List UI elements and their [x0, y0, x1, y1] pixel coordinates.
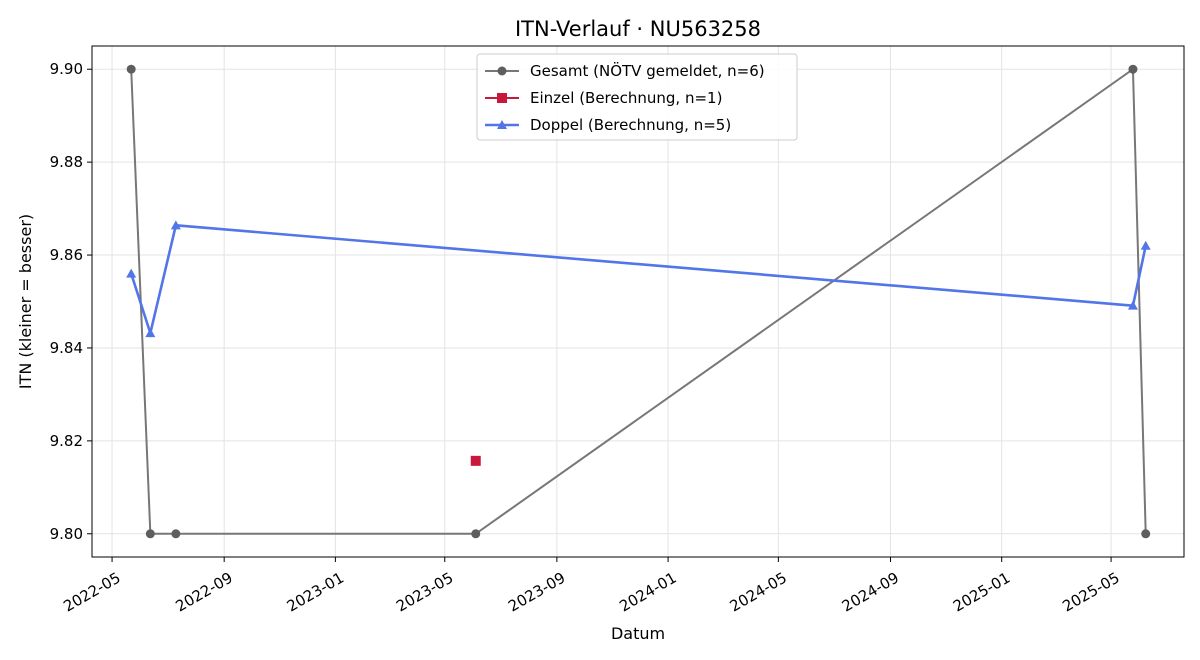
y-tick-label: 9.88 [50, 153, 83, 171]
data-point [126, 64, 136, 74]
data-point [471, 529, 481, 539]
legend-item: Doppel (Berechnung, n=5) [485, 116, 731, 134]
legend-label: Einzel (Berechnung, n=1) [530, 89, 722, 107]
y-tick-label: 9.90 [50, 60, 83, 78]
y-tick-label: 9.84 [50, 339, 83, 357]
legend-item: Gesamt (NÖTV gemeldet, n=6) [485, 61, 765, 80]
series-1 [126, 64, 1151, 539]
data-point [1141, 529, 1151, 539]
grid [92, 46, 1184, 557]
y-tick-label: 9.80 [50, 525, 83, 543]
x-axis-title: Datum [611, 624, 665, 643]
legend-box [476, 53, 798, 141]
series-layer [126, 64, 1151, 539]
data-point [470, 455, 481, 466]
legend: Gesamt (NÖTV gemeldet, n=6) Einzel (Berec… [476, 53, 798, 141]
data-point [126, 268, 137, 278]
legend-label: Gesamt (NÖTV gemeldet, n=6) [530, 61, 765, 80]
legend-item: Einzel (Berechnung, n=1) [485, 89, 722, 107]
y-tick-label: 9.82 [50, 432, 83, 450]
data-point [145, 328, 156, 338]
y-tick-label: 9.86 [50, 246, 83, 264]
y-axis-title: ITN (kleiner = besser) [16, 214, 35, 389]
legend-marker [497, 66, 507, 76]
chart-title: ITN-Verlauf · NU563258 [515, 17, 761, 41]
data-point [1127, 300, 1138, 310]
series-3 [126, 220, 1151, 338]
data-point [171, 529, 181, 539]
series-2 [470, 455, 481, 466]
data-point [1128, 64, 1138, 74]
data-point [1140, 240, 1151, 250]
series-line [130, 67, 1147, 535]
legend-marker [497, 93, 507, 103]
legend-label: Doppel (Berechnung, n=5) [530, 116, 731, 134]
plot-frame [91, 45, 1185, 558]
data-point [145, 529, 155, 539]
legend-marker [497, 120, 507, 129]
data-point [170, 220, 181, 230]
